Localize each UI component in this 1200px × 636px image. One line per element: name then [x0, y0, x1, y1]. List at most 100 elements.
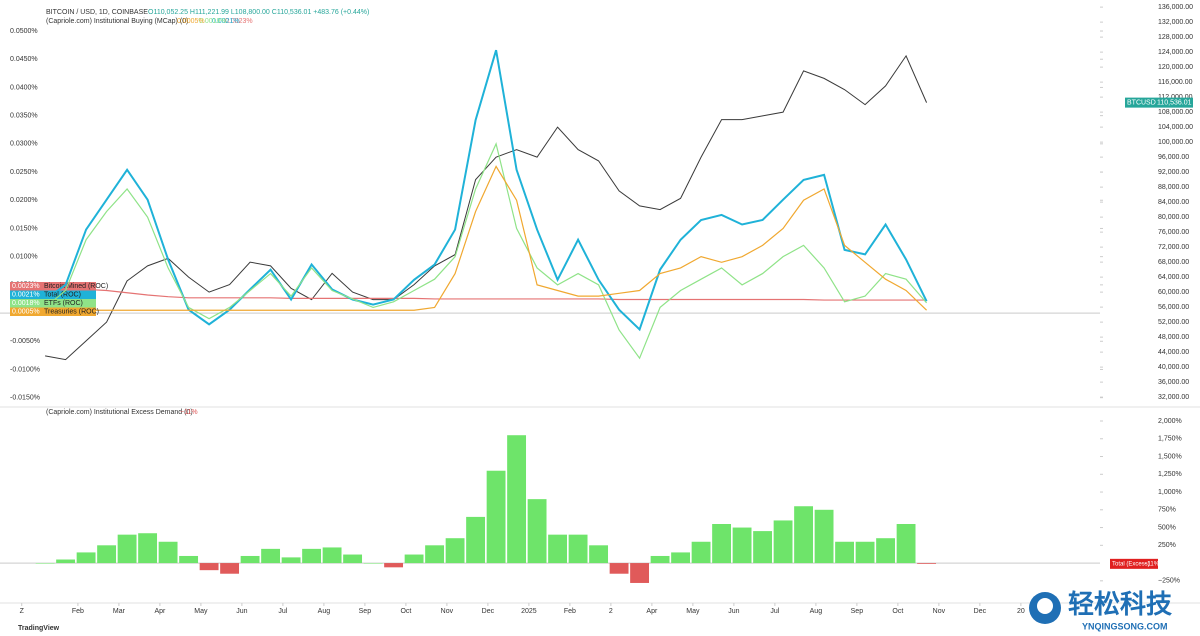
y2-tick-label: 52,000.00 — [1158, 319, 1189, 326]
ohlc: O110,052.25 H111,221.99 L108,800.00 C110… — [148, 9, 369, 16]
x-tick-label: Jul — [770, 608, 779, 615]
bar — [896, 524, 916, 564]
x-tick-label: Oct — [400, 608, 411, 615]
y2-tick-label: 80,000.00 — [1158, 214, 1189, 221]
value-tag-bg — [1110, 558, 1158, 569]
y-tick-label: 500% — [1158, 524, 1176, 531]
price-tag: BTCUSD 110,536.01 — [1125, 97, 1193, 108]
y-tick-label: 0.0150% — [10, 225, 38, 232]
y2-tick-label: 104,000.00 — [1158, 124, 1193, 131]
x-tick-label: Jun — [236, 608, 247, 615]
bar — [179, 555, 199, 564]
bar — [138, 533, 158, 564]
bar — [568, 534, 588, 564]
y2-tick-label: 136,000.00 — [1158, 4, 1193, 11]
bar — [404, 554, 424, 564]
legend-value: 0.0018% — [12, 300, 40, 307]
bar — [835, 541, 855, 564]
bar — [158, 541, 178, 564]
x-tick-label: Z — [20, 608, 25, 615]
brand: TradingView — [18, 625, 60, 632]
bar — [466, 516, 486, 564]
x-tick-label: Jul — [278, 608, 287, 615]
legend-value: 0.0005% — [12, 308, 40, 315]
bar — [855, 541, 875, 564]
bar — [97, 545, 117, 564]
y-tick-label: 1,250% — [1158, 471, 1182, 478]
bar — [630, 563, 650, 583]
bar — [281, 557, 301, 564]
x-tick-label: 2 — [609, 608, 613, 615]
value-tag-name: Total (Excess) — [1112, 561, 1150, 567]
y-tick-label: 0.0200% — [10, 197, 38, 204]
y2-tick-label: 76,000.00 — [1158, 229, 1189, 236]
value-tag-value: −11% — [1144, 561, 1160, 567]
bar — [794, 506, 814, 564]
y2-tick-label: 48,000.00 — [1158, 334, 1189, 341]
bar — [425, 545, 445, 564]
legend-value: 0.0021% — [12, 291, 40, 298]
y-tick-label: 0.0250% — [10, 169, 38, 176]
y-tick-label: 0.0450% — [10, 56, 38, 63]
series-line — [44, 142, 928, 360]
x-tick-label: Aug — [318, 608, 331, 615]
y2-tick-label: 44,000.00 — [1158, 349, 1189, 356]
x-tick-label: Oct — [892, 608, 903, 615]
y2-tick-label: 60,000.00 — [1158, 289, 1189, 296]
legend-name: Treasuries (ROC) — [44, 308, 99, 315]
bar — [240, 555, 260, 564]
y-tick-label: 750% — [1158, 507, 1176, 514]
legend-box — [10, 282, 96, 291]
x-tick-label: Feb — [72, 608, 84, 615]
bar — [302, 548, 322, 564]
price-tag-bg — [1125, 97, 1193, 108]
y2-tick-label: 32,000.00 — [1158, 394, 1189, 401]
y2-tick-label: 120,000.00 — [1158, 64, 1193, 71]
bar — [507, 435, 527, 564]
x-tick-label: Sep — [359, 608, 372, 615]
header-value: 0.0005% — [177, 18, 205, 25]
bar — [671, 552, 691, 564]
series-line — [45, 165, 927, 311]
legend-box — [10, 307, 96, 316]
bar — [220, 563, 240, 574]
y-tick-label: 0.0300% — [10, 141, 38, 148]
y2-tick-label: 108,000.00 — [1158, 109, 1193, 116]
legend-name: Total (ROC) — [44, 291, 81, 298]
watermark-title: 轻松科技 — [1068, 589, 1172, 619]
bar — [445, 538, 465, 564]
x-tick-label: Feb — [564, 608, 576, 615]
y2-tick-label: 100,000.00 — [1158, 139, 1193, 146]
bar — [322, 547, 342, 564]
bar — [876, 538, 896, 564]
x-tick-label: Dec — [482, 608, 495, 615]
y-tick-label: -0.0050% — [10, 338, 40, 345]
bar — [609, 563, 629, 574]
price-tag-value: 110,536.01 — [1157, 99, 1192, 106]
indicator-title: (Capriole.com) Institutional Buying (MCa… — [46, 18, 188, 25]
bar — [117, 534, 137, 564]
header-value: 0.0021% — [212, 18, 240, 25]
bar — [650, 555, 670, 564]
y-tick-label: 1,000% — [1158, 489, 1182, 496]
y2-tick-label: 96,000.00 — [1158, 154, 1189, 161]
y2-tick-label: 36,000.00 — [1158, 379, 1189, 386]
y2-tick-label: 56,000.00 — [1158, 304, 1189, 311]
y-tick-label: 0.0100% — [10, 253, 38, 260]
x-tick-label: May — [194, 608, 208, 615]
y-tick-label: −250% — [1158, 578, 1180, 585]
indicator-value: −11% — [180, 409, 198, 416]
y-tick-label: 1,500% — [1158, 453, 1182, 460]
bar — [384, 563, 404, 568]
y2-tick-label: 116,000.00 — [1158, 79, 1193, 86]
y-tick-label: -0.0150% — [10, 395, 40, 402]
bar — [814, 509, 834, 564]
legend-box — [10, 299, 96, 308]
bar — [363, 563, 383, 564]
y2-tick-label: 92,000.00 — [1158, 169, 1189, 176]
bar — [732, 527, 752, 564]
y-tick-label: -0.0100% — [10, 366, 40, 373]
y-tick-label: 1,750% — [1158, 436, 1182, 443]
header-value: 0.0023% — [225, 18, 253, 25]
